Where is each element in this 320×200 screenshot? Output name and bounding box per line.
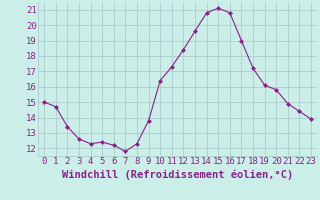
X-axis label: Windchill (Refroidissement éolien,°C): Windchill (Refroidissement éolien,°C): [62, 169, 293, 180]
